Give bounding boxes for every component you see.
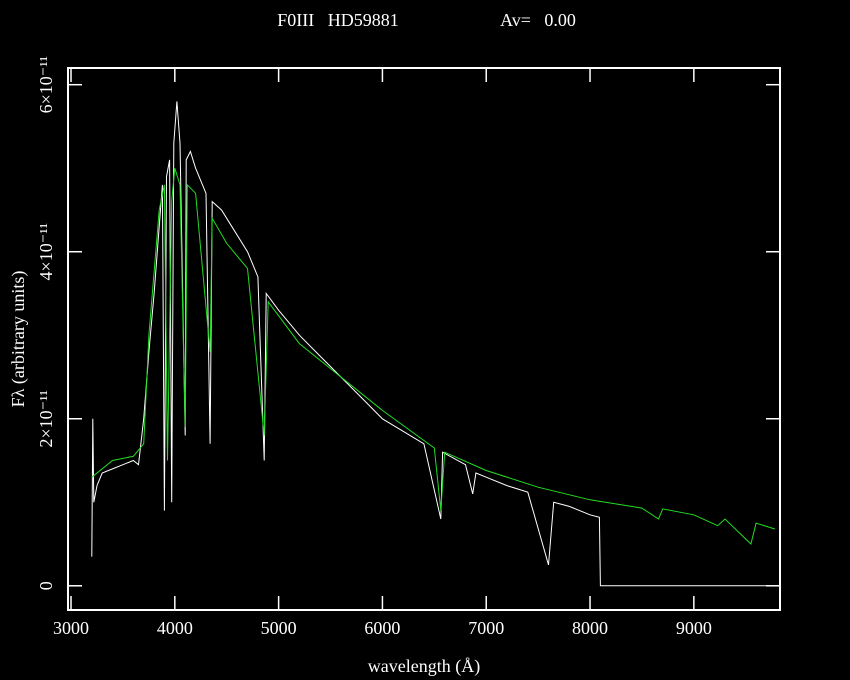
- y-tick-label: 4×10⁻¹¹: [36, 223, 56, 280]
- x-tick-label: 3000: [53, 618, 89, 638]
- x-axis-label: wavelength (Å): [368, 656, 480, 677]
- spectrum-line: [91, 168, 775, 545]
- x-tick-label: 4000: [157, 618, 193, 638]
- annotation: Av= 0.00: [500, 10, 576, 30]
- chart-title: F0III HD59881: [277, 10, 399, 30]
- plot-frame: [67, 67, 781, 611]
- y-tick-label: 2×10⁻¹¹: [36, 390, 56, 447]
- y-tick-label: 0: [36, 581, 56, 590]
- x-tick-label: 8000: [572, 618, 608, 638]
- x-tick-label: 7000: [468, 618, 504, 638]
- x-tick-label: 6000: [364, 618, 400, 638]
- y-axis-label: Fλ (arbitrary units): [8, 271, 29, 408]
- spectrum-line: [91, 101, 775, 587]
- y-tick-label: 6×10⁻¹¹: [36, 56, 56, 113]
- x-tick-label: 9000: [676, 618, 712, 638]
- x-tick-label: 5000: [261, 618, 297, 638]
